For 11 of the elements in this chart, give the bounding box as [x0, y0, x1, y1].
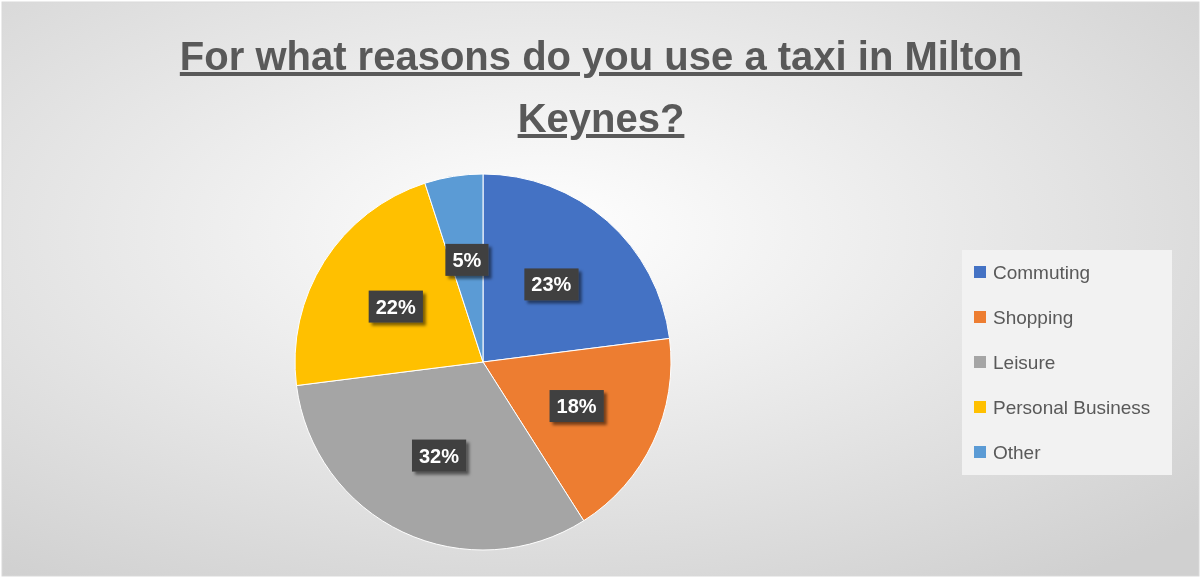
- legend-label: Shopping: [993, 306, 1074, 328]
- data-label: 23%: [531, 273, 572, 296]
- data-label: 32%: [418, 444, 460, 467]
- data-label: 18%: [556, 395, 597, 418]
- data-label: 22%: [375, 295, 416, 318]
- data-label: 5%: [452, 248, 482, 271]
- chart-title: For what reasons do you use a taxi in Milton Keynes?: [179, 34, 1023, 140]
- legend-label: Other: [993, 441, 1042, 463]
- legend-label: Leisure: [993, 351, 1056, 373]
- legend-label: Personal Business: [993, 396, 1151, 418]
- legend-label: Commuting: [993, 261, 1091, 283]
